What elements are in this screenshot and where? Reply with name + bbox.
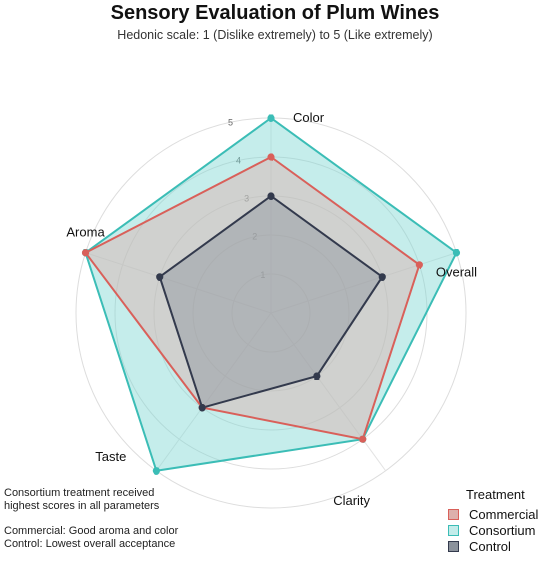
data-point-commercial — [267, 153, 275, 161]
grid-spoke — [270, 252, 457, 314]
legend-item-control: Control — [448, 538, 538, 554]
grid-spoke — [155, 312, 272, 472]
tick-label: 1 — [260, 270, 265, 280]
value-label-commercial: 4 — [268, 152, 274, 164]
legend: Treatment Commercial Consortium Control — [448, 487, 538, 554]
legend-label: Control — [469, 538, 511, 554]
annotation-line: Consortium treatment received — [4, 487, 155, 499]
legend-title: Treatment — [466, 487, 525, 502]
legend-swatch-commercial — [448, 508, 459, 520]
value-label-consortium: 5 — [453, 248, 459, 260]
annotation-line: Commercial: Good aroma and color — [4, 525, 179, 537]
axis-label-overall: Overall — [436, 265, 477, 280]
axis-label-color: Color — [293, 110, 325, 125]
legend-item-consortium: Consortium — [448, 522, 538, 538]
legend-swatch-consortium — [448, 524, 459, 536]
grid-spoke — [270, 312, 387, 472]
value-label-control: 3 — [268, 191, 274, 203]
axis-label-taste: Taste — [95, 449, 126, 464]
data-point-control — [156, 273, 164, 281]
data-point-commercial — [359, 435, 367, 443]
tick-label: 2 — [252, 232, 257, 242]
data-point-commercial — [81, 249, 90, 257]
legend-label: Consortium — [469, 522, 536, 538]
data-point-control — [267, 192, 275, 200]
legend-item-commercial: Commercial — [448, 506, 538, 522]
data-point-control — [313, 372, 321, 380]
value-label-consortium: 5 — [268, 113, 274, 125]
data-point-consortium — [452, 249, 461, 257]
series-area-consortium — [84, 116, 458, 472]
value-label-commercial: 4 — [416, 260, 422, 272]
annotation-line: Control: Lowest overall acceptance — [4, 538, 176, 550]
annotation-line: highest scores in all parameters — [4, 500, 160, 512]
axis-label-clarity: Clarity — [333, 493, 370, 508]
tick-label: 5 — [228, 117, 233, 127]
series-area-commercial — [84, 155, 421, 441]
axis-label-aroma: Aroma — [66, 225, 105, 240]
legend-swatch-control — [448, 540, 459, 552]
value-label-control: 2 — [314, 371, 320, 383]
chart-subtitle: Hedonic scale: 1 (Dislike extremely) to … — [117, 28, 433, 42]
chart-annotation: Consortium treatment received highest sc… — [4, 487, 178, 551]
value-label-control: 3 — [199, 403, 205, 415]
value-label-control: 3 — [157, 272, 163, 284]
data-point-consortium — [267, 114, 275, 122]
tick-label: 4 — [236, 155, 241, 165]
value-label-consortium: 5 — [153, 466, 159, 478]
series-area-control — [158, 194, 384, 409]
value-label-control: 3 — [379, 272, 385, 284]
data-point-commercial — [415, 261, 423, 269]
data-point-consortium — [152, 467, 160, 475]
data-point-control — [378, 273, 386, 281]
grid-spoke — [85, 252, 272, 314]
data-point-control — [198, 404, 206, 412]
tick-label: 3 — [244, 194, 249, 204]
legend-label: Commercial — [469, 506, 539, 522]
chart-title: Sensory Evaluation of Plum Wines — [110, 2, 440, 24]
